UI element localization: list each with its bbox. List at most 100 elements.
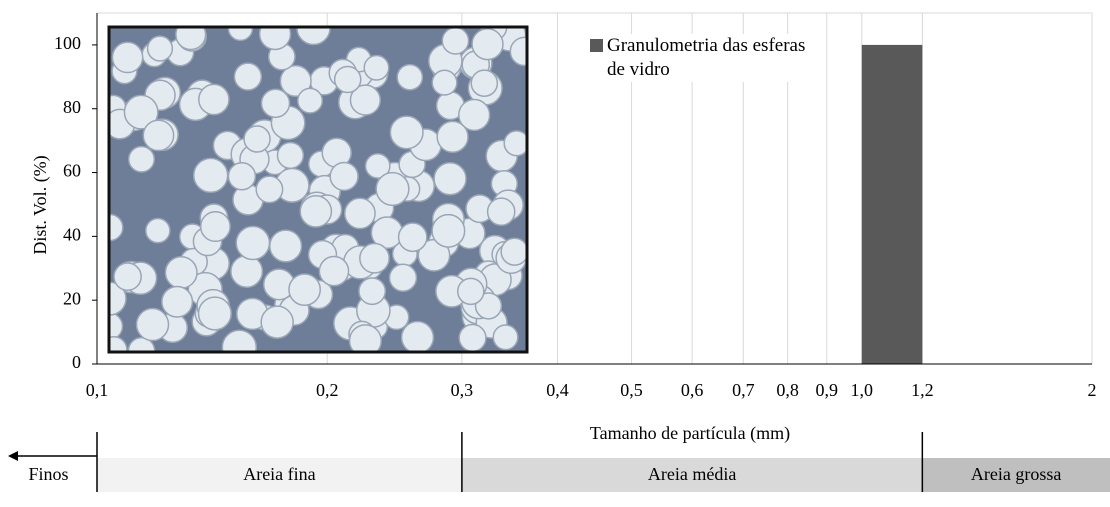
y-tick-label: 20	[63, 288, 81, 308]
particle	[145, 217, 171, 244]
particle	[458, 98, 491, 132]
x-tick-label: 0,2	[316, 380, 339, 400]
particle	[343, 197, 376, 230]
zone-label: Finos	[28, 464, 68, 484]
particle	[396, 63, 424, 91]
particle	[471, 27, 504, 61]
particle	[348, 324, 382, 352]
finos-arrowhead	[8, 451, 18, 461]
zone-label: Areia grossa	[971, 464, 1061, 484]
particle	[503, 130, 527, 157]
particle	[500, 237, 527, 266]
particle	[192, 157, 229, 194]
x-tick-label: 0,9	[816, 380, 839, 400]
zone-band	[97, 458, 462, 492]
x-tick-label: 1,2	[911, 380, 934, 400]
particle	[364, 153, 391, 179]
y-tick-label: 80	[63, 97, 81, 117]
y-tick-label: 100	[54, 33, 81, 53]
particle	[258, 27, 292, 51]
x-tick-label: 0,8	[776, 380, 799, 400]
photo	[107, 25, 529, 354]
particle	[199, 211, 231, 243]
particle	[198, 83, 230, 116]
zone-label: Areia média	[648, 464, 736, 484]
particle	[359, 242, 390, 274]
particle	[470, 69, 499, 98]
particle	[388, 263, 418, 293]
y-axis-label: Dist. Vol. (%)	[30, 155, 51, 254]
particle	[111, 41, 144, 74]
y-tick-label: 0	[72, 352, 81, 372]
x-tick-label: 0,6	[681, 380, 704, 400]
particle	[288, 273, 321, 307]
particle	[113, 262, 142, 291]
particle	[276, 141, 305, 170]
particle	[109, 336, 128, 352]
particle	[255, 175, 284, 204]
particle	[486, 197, 516, 227]
zone-band	[922, 458, 1110, 492]
legend-label: Granulometria das esferas de vidro	[607, 35, 806, 80]
particle	[269, 229, 303, 263]
particle	[436, 120, 469, 154]
particle	[142, 119, 175, 152]
bar	[861, 44, 923, 365]
particle	[127, 145, 156, 173]
particle	[279, 64, 312, 98]
particle	[333, 65, 362, 94]
particle	[260, 88, 291, 119]
x-tick-label: 0,1	[86, 380, 109, 400]
particle	[260, 305, 294, 339]
particle	[123, 94, 159, 130]
x-tick-label: 0,3	[451, 380, 474, 400]
particle	[431, 213, 466, 248]
particle	[135, 307, 170, 342]
photo-border	[107, 25, 529, 354]
particle	[363, 54, 390, 81]
legend-swatch	[590, 39, 603, 52]
zone-band	[0, 458, 97, 492]
x-tick-label: 0,7	[732, 380, 755, 400]
x-axis-label: Tamanho de partícula (mm)	[590, 423, 790, 444]
y-tick-label: 40	[63, 224, 81, 244]
zone-band	[461, 458, 923, 492]
particle	[230, 254, 264, 288]
particle	[164, 255, 198, 290]
particle	[474, 292, 503, 320]
particle	[235, 225, 271, 261]
particle	[456, 277, 485, 306]
particle	[227, 162, 257, 191]
particle	[375, 171, 410, 207]
particle	[492, 324, 519, 351]
photo-particles	[109, 27, 527, 352]
particle	[243, 125, 271, 153]
particle	[146, 35, 174, 62]
x-tick-label: 1,0	[851, 380, 874, 400]
particle	[400, 320, 435, 352]
particle	[397, 222, 428, 253]
particle	[389, 115, 424, 150]
x-tick-label: 0,5	[620, 380, 643, 400]
particle	[175, 27, 207, 51]
zone-label: Areia fina	[243, 464, 315, 484]
particle	[297, 87, 324, 114]
particle	[358, 277, 387, 306]
particle	[318, 255, 350, 287]
particle	[433, 162, 467, 196]
x-tick-label: 2	[1088, 380, 1097, 400]
particle	[221, 329, 258, 352]
particle	[299, 195, 333, 228]
particle	[329, 161, 359, 192]
x-tick-label: 0,4	[546, 380, 569, 400]
particle	[458, 323, 487, 352]
particle	[197, 296, 232, 331]
particle	[441, 27, 470, 55]
particle	[509, 36, 527, 67]
particle	[161, 285, 194, 318]
legend: Granulometria das esferas de vidro	[590, 34, 820, 82]
particle	[431, 69, 458, 96]
y-tick-label: 60	[63, 161, 81, 181]
